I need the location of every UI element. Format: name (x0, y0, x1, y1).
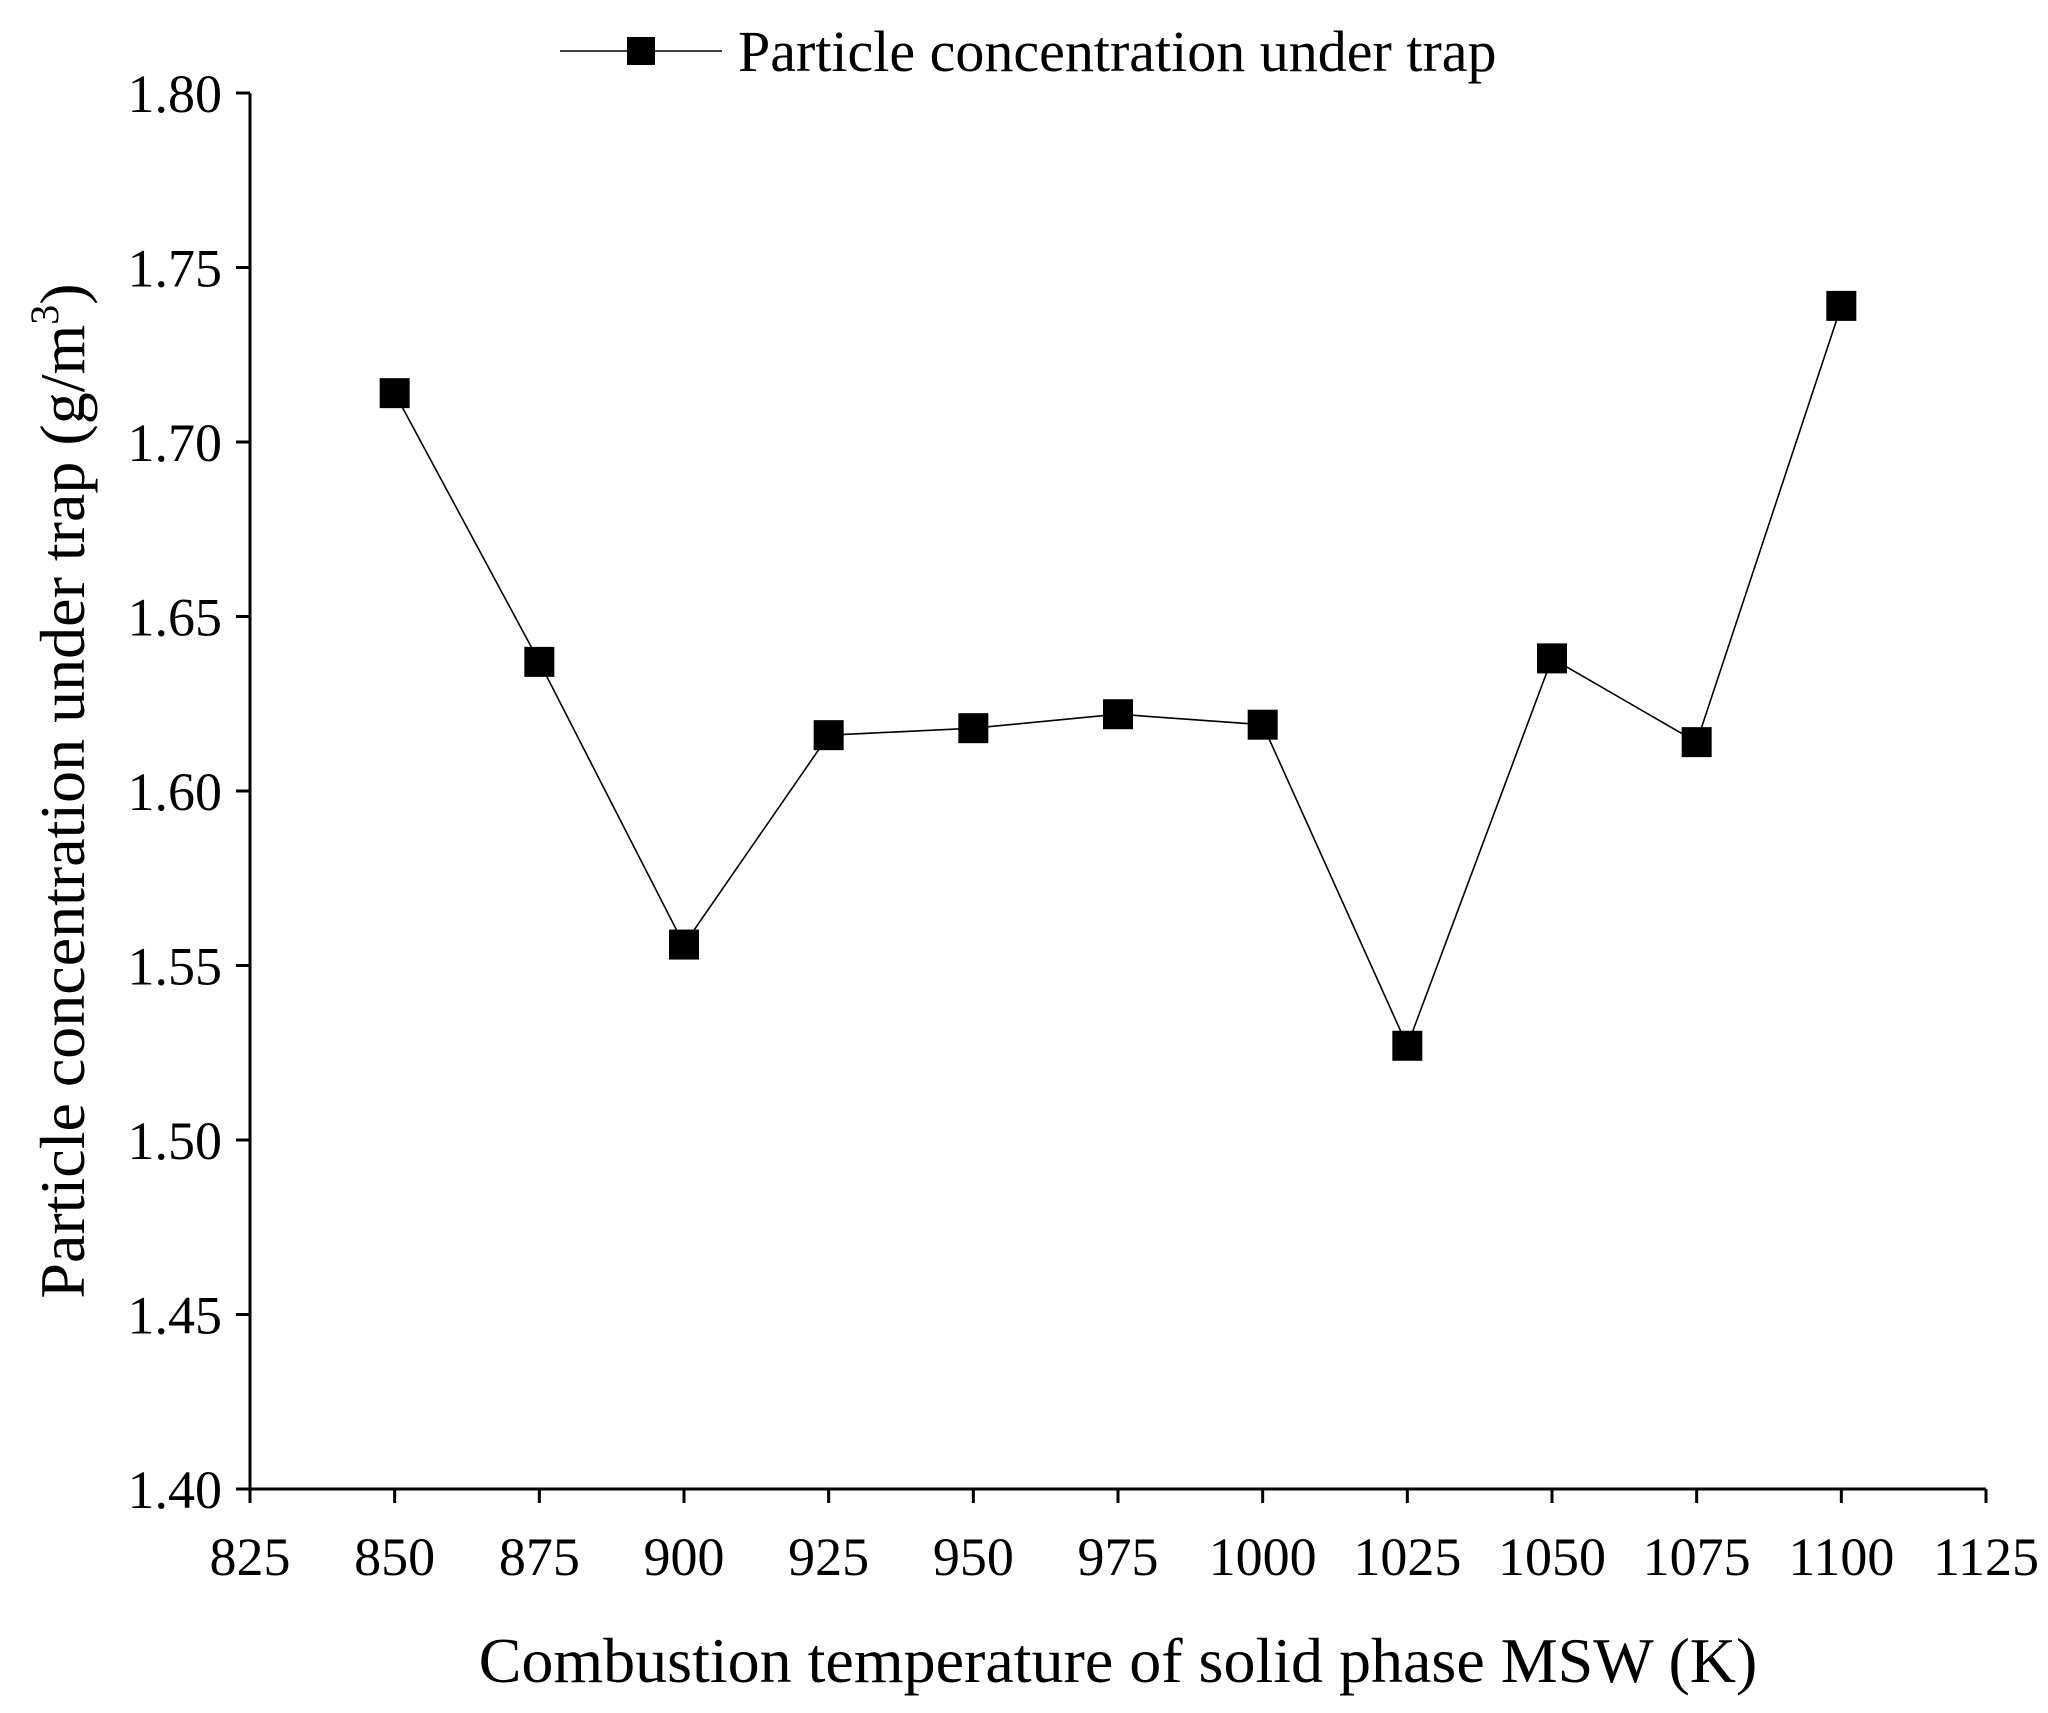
y-tick-label: 1.40 (128, 1460, 223, 1520)
data-point-marker (1103, 699, 1133, 730)
x-tick-label: 1125 (1933, 1527, 2039, 1587)
legend: Particle concentration under trap (560, 19, 1497, 84)
x-tick-label: 825 (210, 1527, 291, 1587)
y-axis-label-close: ) (27, 283, 98, 304)
data-point-marker (1681, 727, 1712, 758)
y-tick-label: 1.45 (128, 1286, 223, 1346)
x-tick-label: 950 (933, 1527, 1014, 1587)
data-point-marker (958, 713, 989, 744)
x-tick-label: 925 (788, 1527, 869, 1587)
x-tick-label: 1000 (1209, 1527, 1317, 1587)
data-point-marker (669, 929, 699, 960)
x-tick-label: 900 (644, 1527, 725, 1587)
y-axis-label-main: Particle concentration under trap (g/m (27, 325, 98, 1299)
y-tick-label: 1.65 (128, 588, 223, 648)
data-point-marker (1537, 643, 1567, 674)
data-point-marker (379, 378, 410, 409)
x-tick-label: 1100 (1788, 1527, 1894, 1587)
data-point-marker (813, 720, 844, 751)
data-point-marker (1247, 709, 1278, 740)
data-point-marker (524, 646, 555, 677)
y-tick-label: 1.75 (128, 239, 223, 299)
y-tick-label: 1.80 (128, 64, 223, 124)
x-tick-label: 1075 (1643, 1527, 1751, 1587)
data-point-marker (1826, 290, 1857, 321)
series-layer (379, 290, 1857, 1061)
y-axis-label-superscript: 3 (22, 305, 67, 325)
legend-label: Particle concentration under trap (738, 19, 1497, 84)
y-tick-label: 1.50 (128, 1111, 223, 1171)
ticks: 825 850 875 900 925 950 975 1000 1025 1050 1075 110… (128, 64, 2040, 1587)
data-point-marker (1392, 1030, 1423, 1061)
x-tick-label: 850 (354, 1527, 435, 1587)
x-tick-label: 875 (499, 1527, 580, 1587)
x-axis-label: Combustion temperature of solid phase MS… (479, 1625, 1758, 1696)
y-axis-label: Particle concentration under trap (g/m3) (22, 283, 98, 1298)
series-line (393, 305, 1843, 1048)
x-tick-label: 975 (1078, 1527, 1159, 1587)
legend-marker (627, 37, 655, 65)
y-tick-label: 1.70 (128, 413, 223, 473)
y-tick-label: 1.60 (128, 762, 223, 822)
axes (248, 93, 1986, 1491)
y-tick-label: 1.55 (128, 937, 223, 997)
x-tick-label: 1050 (1498, 1527, 1606, 1587)
x-tick-label: 1025 (1353, 1527, 1461, 1587)
